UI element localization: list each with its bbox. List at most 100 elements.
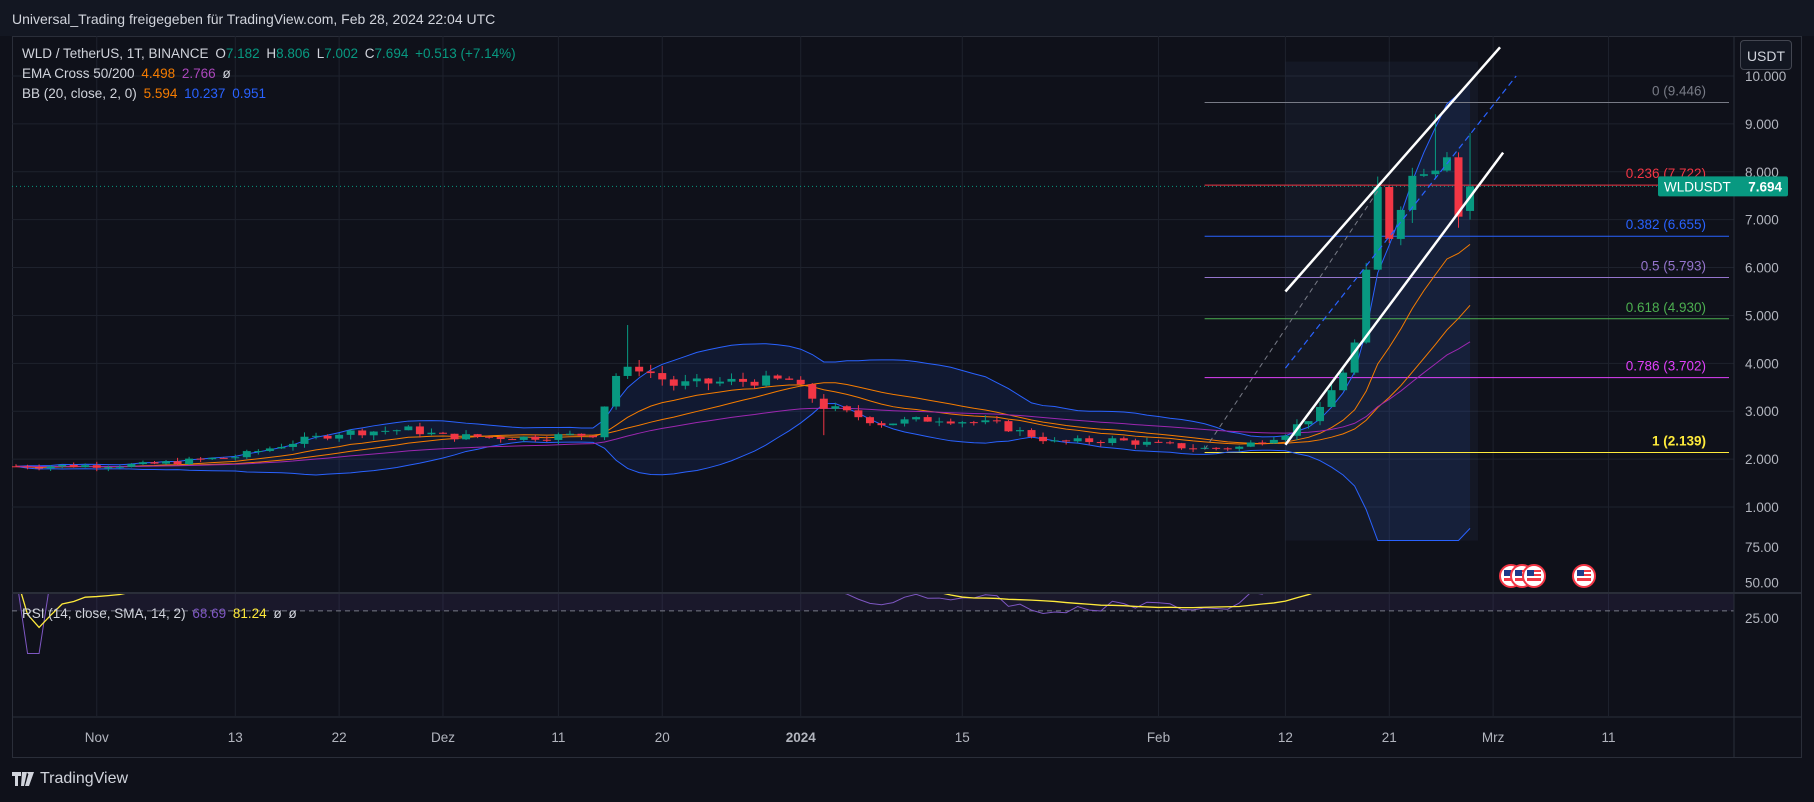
x-tick-label: Nov [85, 730, 109, 745]
ema-label[interactable]: EMA Cross 50/200 [22, 66, 135, 81]
tradingview-logo-icon [12, 772, 34, 786]
candle [231, 454, 240, 461]
candle [23, 464, 32, 470]
price-tag-symbol: WLDUSDT [1664, 179, 1731, 194]
candle [185, 456, 194, 466]
candle [542, 436, 551, 443]
candle [1350, 339, 1359, 375]
bb-band-area [16, 82, 1471, 541]
candle [554, 432, 563, 445]
rsi-legend: RSI (14, close, SMA, 14, 2) 68.69 81.24 … [22, 606, 300, 621]
bollinger-band-fill [16, 82, 1471, 541]
candle [762, 370, 771, 387]
bb-lower-line [15, 403, 1471, 542]
axes: 10.000 9.000 8.000 7.000 6.000 5.000 4.000 3.00… [12, 36, 1802, 758]
candle [1281, 434, 1290, 442]
candle [1327, 384, 1336, 408]
candle [173, 457, 182, 466]
candle [692, 374, 701, 388]
candle [1246, 440, 1255, 448]
candle [646, 364, 655, 379]
x-tick-label: 15 [955, 730, 970, 745]
candle [1200, 445, 1209, 449]
candle [242, 449, 251, 459]
rsi-tick-label: 50.00 [1745, 576, 1779, 591]
candle [58, 464, 67, 469]
change-value: +0.513 (+7.14%) [415, 46, 516, 61]
candle [658, 366, 667, 386]
candle [450, 433, 459, 442]
candle [162, 459, 171, 465]
x-tick-label: Feb [1147, 730, 1170, 745]
rsi-sma-line [20, 594, 1313, 629]
bb-label[interactable]: BB (20, close, 2, 0) [22, 86, 137, 101]
candle [1050, 437, 1059, 443]
candle [300, 432, 309, 448]
candle [381, 426, 390, 435]
grid-lines [12, 36, 1734, 716]
candle [196, 457, 205, 463]
y-tick-label: 2.000 [1745, 452, 1779, 467]
ema50-line [15, 244, 1471, 468]
candle [219, 457, 228, 459]
x-tick-label: 12 [1278, 730, 1293, 745]
fib-label: 1 (2.139) [1652, 433, 1706, 448]
candle [831, 402, 840, 412]
symbol-title[interactable]: WLD / TetherUS, 1T, BINANCE [22, 46, 209, 61]
candle [150, 461, 159, 465]
candle [208, 457, 217, 461]
ema-legend: EMA Cross 50/200 4.498 2.766 ø [22, 66, 234, 81]
price-tag-value: 7.694 [1748, 179, 1782, 194]
high-label: H [266, 46, 277, 61]
candle [473, 433, 482, 439]
candle [681, 374, 690, 390]
candle [946, 418, 955, 425]
fib-label: 0.618 (4.930) [1626, 300, 1706, 315]
candle [577, 433, 586, 440]
candle [335, 432, 344, 442]
bb-basis-line [15, 304, 1471, 468]
candle [1166, 440, 1174, 445]
tradingview-logo[interactable]: TradingView [12, 770, 128, 788]
candle [1419, 168, 1428, 178]
candle [1177, 442, 1186, 450]
y-tick-label: 1.000 [1745, 500, 1779, 515]
chart-container[interactable] [12, 36, 1802, 758]
us-event-flag-icon[interactable] [1522, 564, 1546, 588]
candle [935, 417, 944, 427]
rsi-label[interactable]: RSI (14, close, SMA, 14, 2) [22, 606, 186, 621]
candle [1015, 427, 1024, 437]
rsi-extra1: ø [273, 606, 282, 621]
candle [485, 436, 494, 439]
candle [1454, 152, 1463, 228]
candle [104, 465, 113, 472]
candle [1223, 447, 1232, 452]
us-event-flag-icon[interactable] [1572, 564, 1596, 588]
candle [669, 375, 678, 391]
candle [1373, 176, 1382, 270]
candle [1304, 421, 1313, 429]
x-tick-label: 11 [551, 730, 565, 745]
candle [704, 377, 713, 391]
x-tick-label: 22 [332, 730, 347, 745]
ema-extra: ø [222, 66, 231, 81]
y-tick-label: 8.000 [1745, 165, 1779, 180]
candle [346, 429, 355, 440]
candle [1431, 114, 1440, 180]
candle [1362, 262, 1371, 344]
candle [415, 422, 424, 438]
candle [1119, 436, 1128, 441]
channel-lower-line [1284, 151, 1505, 446]
candle [1154, 439, 1163, 443]
candle [404, 425, 413, 431]
bb-legend: BB (20, close, 2, 0) 5.594 10.237 0.951 [22, 86, 269, 101]
rsi-sma-value: 81.24 [232, 606, 267, 621]
candle [969, 420, 978, 426]
share-header: Universal_Trading freigegeben für Tradin… [0, 0, 1814, 36]
currency-button[interactable]: USDT [1740, 40, 1792, 70]
candle [796, 376, 805, 385]
rsi-value: 68.69 [192, 606, 227, 621]
y-tick-label: 3.000 [1745, 404, 1779, 419]
y-tick-label: 7.000 [1745, 213, 1779, 228]
